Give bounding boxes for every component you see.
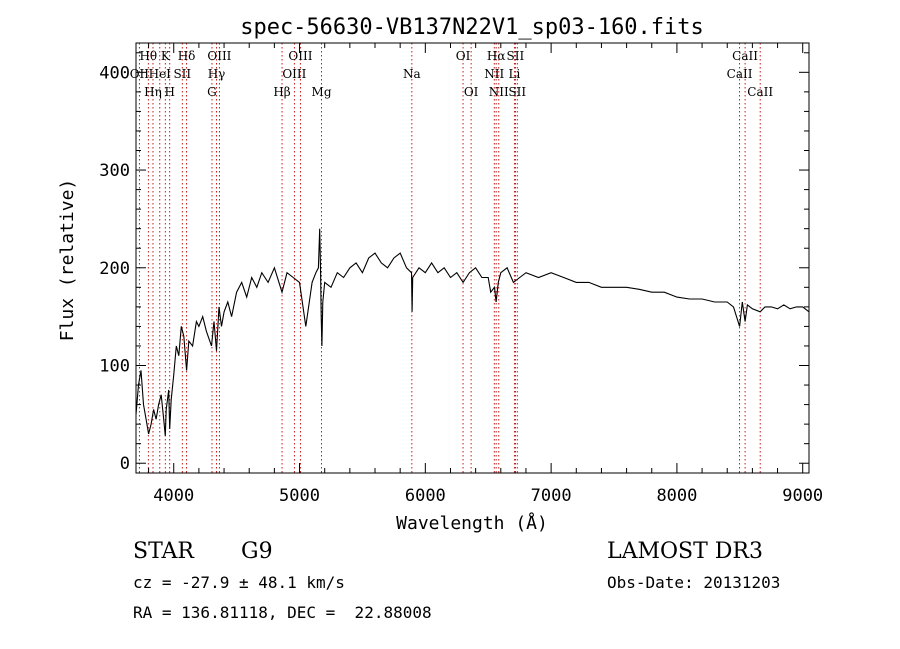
line-label: Na	[403, 67, 421, 81]
obs-date: Obs-Date: 20131203	[607, 573, 781, 592]
line-label: HeI	[149, 67, 172, 81]
coordinates: RA = 136.81118, DEC = 22.88008	[133, 603, 432, 622]
line-label: CaII	[732, 49, 758, 63]
line-label: OIII	[288, 49, 312, 63]
y-tick-label: 200	[99, 259, 130, 279]
plot-frame	[135, 42, 810, 474]
line-label: CaII	[727, 67, 753, 81]
y-tick-label: 0	[120, 454, 130, 474]
line-label: SII	[507, 49, 525, 63]
chart-title: spec-56630-VB137N22V1_sp03-160.fits	[240, 15, 704, 40]
x-tick-label: 4000	[153, 486, 194, 506]
survey-label: LAMOST DR3	[607, 539, 763, 564]
line-label: OIII	[282, 67, 306, 81]
x-tick-label: 5000	[279, 486, 320, 506]
line-label: Mg	[312, 85, 332, 99]
line-label: NII	[489, 85, 509, 99]
y-tick-label: 400	[99, 63, 130, 83]
x-tick-label: 7000	[531, 486, 572, 506]
subclass-label: G9	[241, 539, 273, 564]
x-axis-label: Wavelength (Å)	[396, 512, 548, 534]
line-label: OIII	[207, 49, 231, 63]
line-label: Hδ	[178, 49, 196, 63]
line-label: Hβ	[273, 85, 290, 99]
line-label: OI	[456, 49, 471, 63]
line-label: Hγ	[208, 67, 226, 81]
y-axis: 0 100 200 300 400	[99, 52, 809, 474]
y-tick-label: 300	[99, 161, 130, 181]
line-label: H	[164, 85, 174, 99]
line-label: Li	[508, 67, 520, 81]
line-label: SII	[173, 67, 191, 81]
y-axis-label: Flux (relative)	[57, 179, 78, 342]
line-label: SII	[508, 85, 526, 99]
cz-readout: cz = -27.9 ± 48.1 km/s	[133, 573, 345, 592]
x-tick-label: 6000	[405, 486, 446, 506]
line-label: NII	[484, 67, 504, 81]
line-markers	[138, 43, 761, 473]
y-tick-label: 100	[99, 357, 130, 377]
x-tick-label: 8000	[656, 486, 697, 506]
line-label: OII	[130, 67, 150, 81]
line-label: Hη	[144, 85, 162, 99]
x-axis: 4000 5000 6000 7000 8000 9000	[148, 43, 823, 506]
line-label: K	[161, 49, 171, 63]
line-label: OI	[464, 85, 479, 99]
line-label: Hθ	[139, 49, 157, 63]
x-tick-label: 9000	[782, 486, 823, 506]
line-label: Hα	[487, 49, 506, 63]
class-label: STAR	[133, 539, 194, 564]
spectrum-line	[135, 228, 810, 436]
line-label: G	[207, 85, 217, 99]
line-label: CaII	[747, 85, 773, 99]
